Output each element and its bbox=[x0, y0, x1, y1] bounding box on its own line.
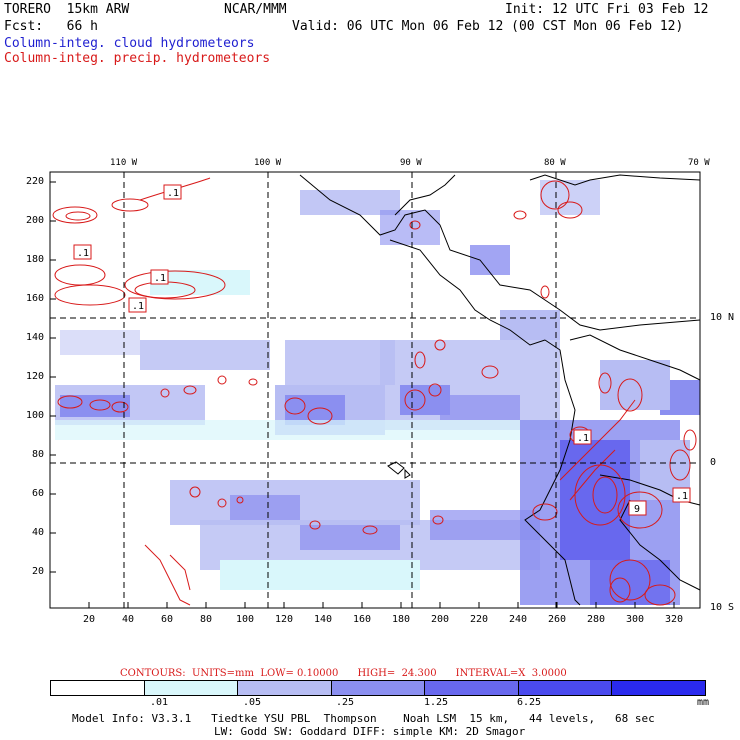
colorbar-label: .05 bbox=[243, 697, 262, 708]
left-tick-label: 140 bbox=[26, 332, 45, 343]
bottom-tick-label: 200 bbox=[431, 614, 450, 625]
contour-label-boxes bbox=[73, 184, 691, 516]
colorbar-swatch bbox=[331, 681, 426, 695]
contour-info: CONTOURS: UNITS=mm LOW= 0.10000 HIGH= 24… bbox=[120, 668, 567, 679]
lon-label: 100 W bbox=[254, 158, 282, 168]
bottom-tick-label: 20 bbox=[83, 614, 96, 625]
left-tick-label: 20 bbox=[32, 566, 45, 577]
colorbar-label: .01 bbox=[150, 697, 169, 708]
colorbar-swatch bbox=[518, 681, 613, 695]
left-tick-label: 80 bbox=[32, 449, 45, 460]
colorbar-swatch bbox=[51, 681, 145, 695]
lon-label: 70 W bbox=[688, 158, 710, 168]
model-info-physics: LW: Godd SW: Goddard DIFF: simple KM: 2D… bbox=[214, 725, 526, 738]
left-tick-label: 220 bbox=[26, 176, 45, 187]
cloud-field-legend: Column-integ. cloud hydrometeors bbox=[4, 36, 255, 51]
model-title: TORERO 15km ARW bbox=[4, 2, 130, 17]
contour-label: .1 bbox=[154, 273, 166, 284]
bottom-tick-label: 40 bbox=[122, 614, 135, 625]
map-frame bbox=[49, 171, 701, 609]
bottom-tick-label: 180 bbox=[392, 614, 411, 625]
lon-label: 80 W bbox=[544, 158, 566, 168]
left-tick-marks bbox=[50, 181, 56, 573]
lon-label: 110 W bbox=[110, 158, 138, 168]
left-tick-label: 160 bbox=[26, 293, 45, 304]
colorbar-label: .25 bbox=[336, 697, 355, 708]
bottom-tick-label: 100 bbox=[236, 614, 255, 625]
forecast-hour: Fcst: 66 h bbox=[4, 19, 98, 34]
lat-label: 0 bbox=[710, 457, 717, 468]
left-tick-label: 100 bbox=[26, 410, 45, 421]
left-tick-label: 180 bbox=[26, 254, 45, 265]
contour-label: .1 bbox=[167, 188, 179, 199]
colorbar-units: mm bbox=[697, 697, 710, 708]
valid-time: Valid: 06 UTC Mon 06 Feb 12 (00 CST Mon … bbox=[292, 19, 684, 34]
coastline-outlines bbox=[299, 174, 701, 606]
lat-lon-grid bbox=[50, 172, 700, 608]
bottom-tick-marks bbox=[88, 602, 675, 608]
bottom-tick-label: 300 bbox=[626, 614, 645, 625]
colorbar bbox=[50, 680, 706, 696]
colorbar-swatch bbox=[612, 681, 706, 695]
contour-label: .1 bbox=[577, 433, 589, 444]
bottom-tick-label: 140 bbox=[314, 614, 333, 625]
contour-label: .1 bbox=[676, 491, 688, 502]
left-tick-label: 60 bbox=[32, 488, 45, 499]
bottom-tick-label: 240 bbox=[509, 614, 528, 625]
bottom-tick-label: 60 bbox=[161, 614, 174, 625]
colorbar-swatch bbox=[238, 681, 332, 695]
contour-label: 9 bbox=[634, 504, 640, 515]
left-tick-label: 40 bbox=[32, 527, 45, 538]
colorbar-label: 1.25 bbox=[424, 697, 449, 708]
left-tick-label: 120 bbox=[26, 371, 45, 382]
left-tick-label: 200 bbox=[26, 215, 45, 226]
bottom-tick-label: 80 bbox=[200, 614, 213, 625]
contour-label: .1 bbox=[132, 301, 144, 312]
bottom-tick-label: 320 bbox=[665, 614, 684, 625]
contour-label: .1 bbox=[77, 248, 89, 259]
bottom-tick-label: 280 bbox=[587, 614, 606, 625]
lat-label: 10 N bbox=[710, 312, 735, 323]
bottom-tick-label: 120 bbox=[275, 614, 294, 625]
precip-field-legend: Column-integ. precip. hydrometeors bbox=[4, 51, 271, 66]
bottom-tick-label: 260 bbox=[548, 614, 567, 625]
organization-label: NCAR/MMM bbox=[224, 2, 287, 17]
lon-label: 90 W bbox=[400, 158, 422, 168]
lat-label: 10 S bbox=[710, 602, 735, 613]
contour-label-texts: .1 .1 .1 .1 .1 9 .1 bbox=[77, 188, 688, 515]
colorbar-label: 6.25 bbox=[517, 697, 542, 708]
bottom-tick-label: 220 bbox=[470, 614, 489, 625]
model-info: Model Info: V3.3.1 Tiedtke YSU PBL Thomp… bbox=[72, 712, 655, 725]
colorbar-swatch bbox=[425, 681, 519, 695]
colorbar-swatch bbox=[144, 681, 239, 695]
bottom-tick-label: 160 bbox=[353, 614, 372, 625]
init-time: Init: 12 UTC Fri 03 Feb 12 bbox=[505, 2, 709, 17]
